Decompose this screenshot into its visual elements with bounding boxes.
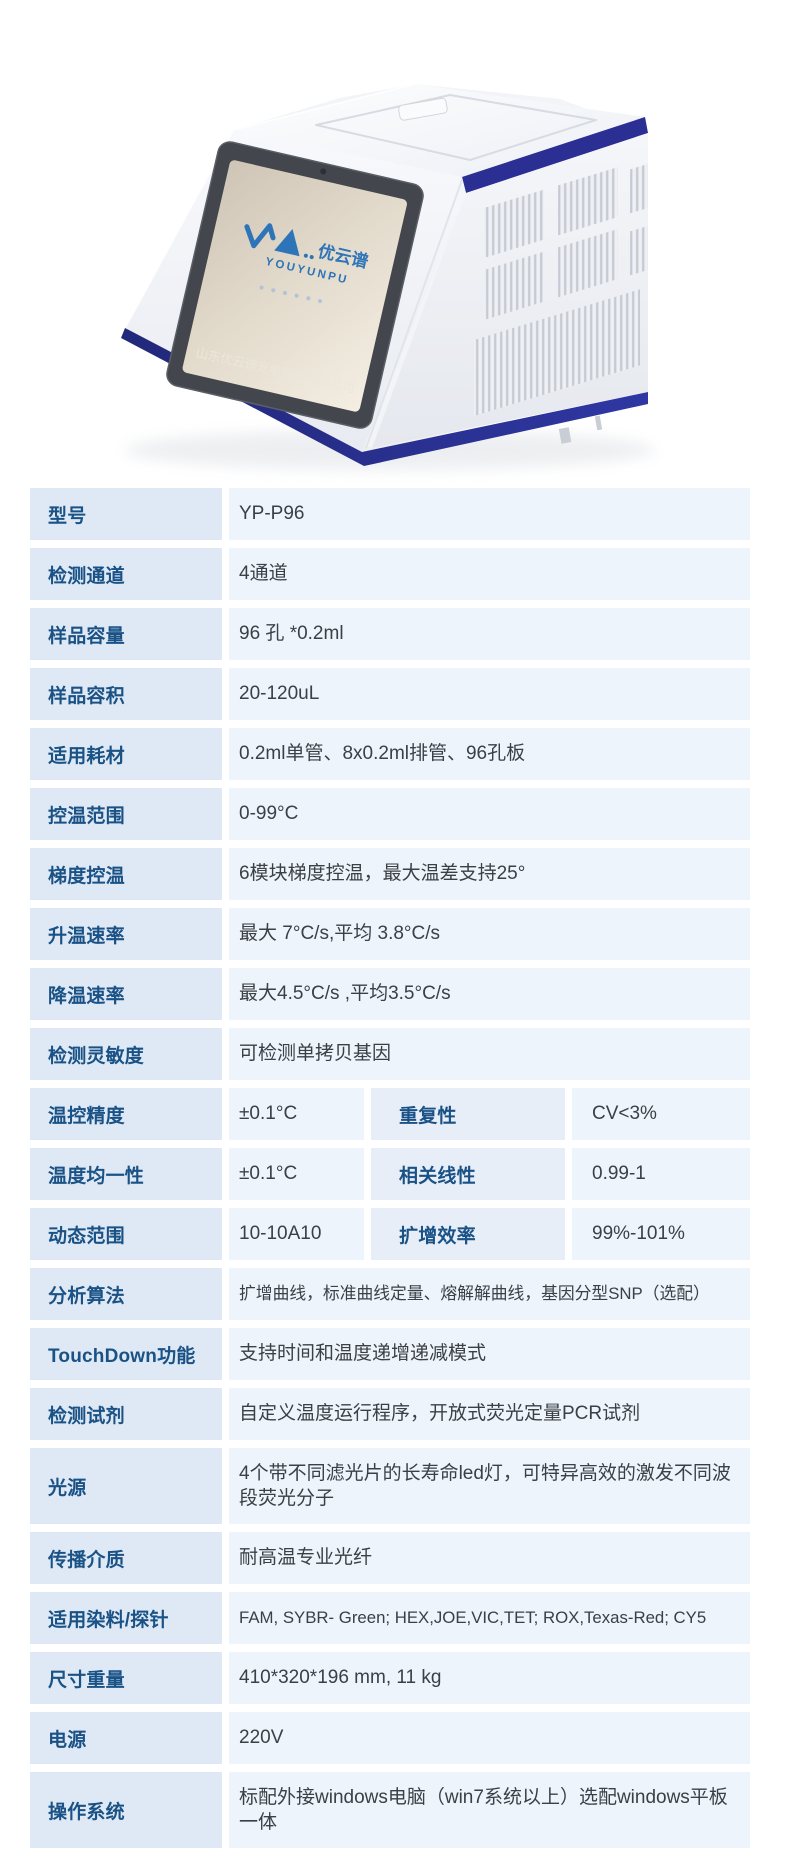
table-row: 电源 220V — [30, 1712, 750, 1764]
spec-label: 操作系统 — [30, 1772, 222, 1848]
table-row: 检测试剂 自定义温度运行程序，开放式荧光定量PCR试剂 — [30, 1388, 750, 1440]
table-row: 传播介质 耐高温专业光纤 — [30, 1532, 750, 1584]
device-base — [121, 328, 648, 466]
spec-value: 扩增曲线，标准曲线定量、熔解解曲线，基因分型SNP（选配） — [229, 1268, 750, 1320]
spec-value: 6模块梯度控温，最大温差支持25° — [229, 848, 750, 900]
table-row: 尺寸重量 410*320*196 mm, 11 kg — [30, 1652, 750, 1704]
logo-mark-icon — [244, 223, 276, 249]
spec-value: 可检测单拷贝基因 — [229, 1028, 750, 1080]
table-row: 适用染料/探针 FAM, SYBR- Green; HEX,JOE,VIC,TE… — [30, 1592, 750, 1644]
screen-dots — [259, 285, 323, 304]
spec-label: 尺寸重量 — [30, 1652, 222, 1704]
spec-label: 控温范围 — [30, 788, 222, 840]
spec-label-2: 扩增效率 — [371, 1208, 565, 1260]
vent-grille-upper — [484, 163, 648, 320]
spec-value: 4个带不同滤光片的长寿命led灯，可特异高效的激发不同波段荧光分子 — [229, 1448, 750, 1524]
spec-value: 10-10A10 — [229, 1208, 364, 1260]
device-screen: 优云谱 YOUYUNPU 山东优云谱光电科技有限公司 — [166, 141, 424, 429]
spec-label: 分析算法 — [30, 1268, 222, 1320]
spec-value: 最大 7°C/s,平均 3.8°C/s — [229, 908, 750, 960]
spec-value: FAM, SYBR- Green; HEX,JOE,VIC,TET; ROX,T… — [229, 1592, 750, 1644]
table-row: 梯度控温 6模块梯度控温，最大温差支持25° — [30, 848, 750, 900]
spec-value: 410*320*196 mm, 11 kg — [229, 1652, 750, 1704]
spec-value: 220V — [229, 1712, 750, 1764]
table-row: 降温速率 最大4.5°C/s ,平均3.5°C/s — [30, 968, 750, 1020]
spec-label-2: 重复性 — [371, 1088, 565, 1140]
spec-label: 检测试剂 — [30, 1388, 222, 1440]
vent-grille-lower — [474, 289, 640, 416]
table-row: 升温速率 最大 7°C/s,平均 3.8°C/s — [30, 908, 750, 960]
spec-label: 适用染料/探针 — [30, 1592, 222, 1644]
table-row: 样品容量 96 孔 *0.2ml — [30, 608, 750, 660]
spec-table: 型号 YP-P96 检测通道 4通道 样品容量 96 孔 *0.2ml 样品容积… — [30, 488, 750, 1848]
spec-label: 光源 — [30, 1448, 222, 1524]
spec-label: 降温速率 — [30, 968, 222, 1020]
spec-label: 适用耗材 — [30, 728, 222, 780]
spec-label: 温度均一性 — [30, 1148, 222, 1200]
table-row: 光源 4个带不同滤光片的长寿命led灯，可特异高效的激发不同波段荧光分子 — [30, 1448, 750, 1524]
spec-value: YP-P96 — [229, 488, 750, 540]
spec-value: ±0.1°C — [229, 1088, 364, 1140]
spec-label: 温控精度 — [30, 1088, 222, 1140]
device-top-face — [233, 84, 645, 177]
table-row: TouchDown功能 支持时间和温度递增递减模式 — [30, 1328, 750, 1380]
spec-value: 4通道 — [229, 548, 750, 600]
spec-value: 0-99°C — [229, 788, 750, 840]
screen-camera-dot — [320, 168, 327, 175]
table-row: 操作系统 标配外接windows电脑（win7系统以上）选配windows平板一… — [30, 1772, 750, 1848]
table-row: 温控精度 ±0.1°C 重复性 CV<3% — [30, 1088, 750, 1140]
device-lid-handle — [398, 97, 448, 121]
table-row: 分析算法 扩增曲线，标准曲线定量、熔解解曲线，基因分型SNP（选配） — [30, 1268, 750, 1320]
table-row: 温度均一性 ±0.1°C 相关线性 0.99-1 — [30, 1148, 750, 1200]
table-row: 型号 YP-P96 — [30, 488, 750, 540]
device-illustration: 优云谱 YOUYUNPU 山东优云谱光电科技有限公司 — [121, 83, 655, 470]
product-image: 优云谱 YOUYUNPU 山东优云谱光电科技有限公司 — [0, 0, 790, 486]
spec-label: 传播介质 — [30, 1532, 222, 1584]
table-row: 控温范围 0-99°C — [30, 788, 750, 840]
table-row: 动态范围 10-10A10 扩增效率 99%-101% — [30, 1208, 750, 1260]
spec-value: 支持时间和温度递增递减模式 — [229, 1328, 750, 1380]
spec-label: TouchDown功能 — [30, 1328, 222, 1380]
spec-label: 检测灵敏度 — [30, 1028, 222, 1080]
table-row: 检测灵敏度 可检测单拷贝基因 — [30, 1028, 750, 1080]
spec-value: 96 孔 *0.2ml — [229, 608, 750, 660]
spec-label: 梯度控温 — [30, 848, 222, 900]
spec-value: 20-120uL — [229, 668, 750, 720]
device-blue-stripe — [462, 117, 648, 193]
spec-label: 电源 — [30, 1712, 222, 1764]
spec-value-2: 0.99-1 — [572, 1148, 750, 1200]
spec-label: 升温速率 — [30, 908, 222, 960]
table-row: 样品容积 20-120uL — [30, 668, 750, 720]
spec-value: 自定义温度运行程序，开放式荧光定量PCR试剂 — [229, 1388, 750, 1440]
spec-value: ±0.1°C — [229, 1148, 364, 1200]
spec-label-2: 相关线性 — [371, 1148, 565, 1200]
logo-mark-icon-a — [274, 229, 300, 257]
spec-label: 样品容积 — [30, 668, 222, 720]
spec-value: 最大4.5°C/s ,平均3.5°C/s — [229, 968, 750, 1020]
table-row: 检测通道 4通道 — [30, 548, 750, 600]
table-row: 适用耗材 0.2ml单管、8x0.2ml排管、96孔板 — [30, 728, 750, 780]
spec-label: 动态范围 — [30, 1208, 222, 1260]
spec-label: 检测通道 — [30, 548, 222, 600]
spec-value: 耐高温专业光纤 — [229, 1532, 750, 1584]
spec-value-2: 99%-101% — [572, 1208, 750, 1260]
spec-label: 样品容量 — [30, 608, 222, 660]
device-ports — [558, 415, 603, 444]
spec-value: 0.2ml单管、8x0.2ml排管、96孔板 — [229, 728, 750, 780]
spec-label: 型号 — [30, 488, 222, 540]
spec-value-2: CV<3% — [572, 1088, 750, 1140]
spec-value: 标配外接windows电脑（win7系统以上）选配windows平板一体 — [229, 1772, 750, 1848]
